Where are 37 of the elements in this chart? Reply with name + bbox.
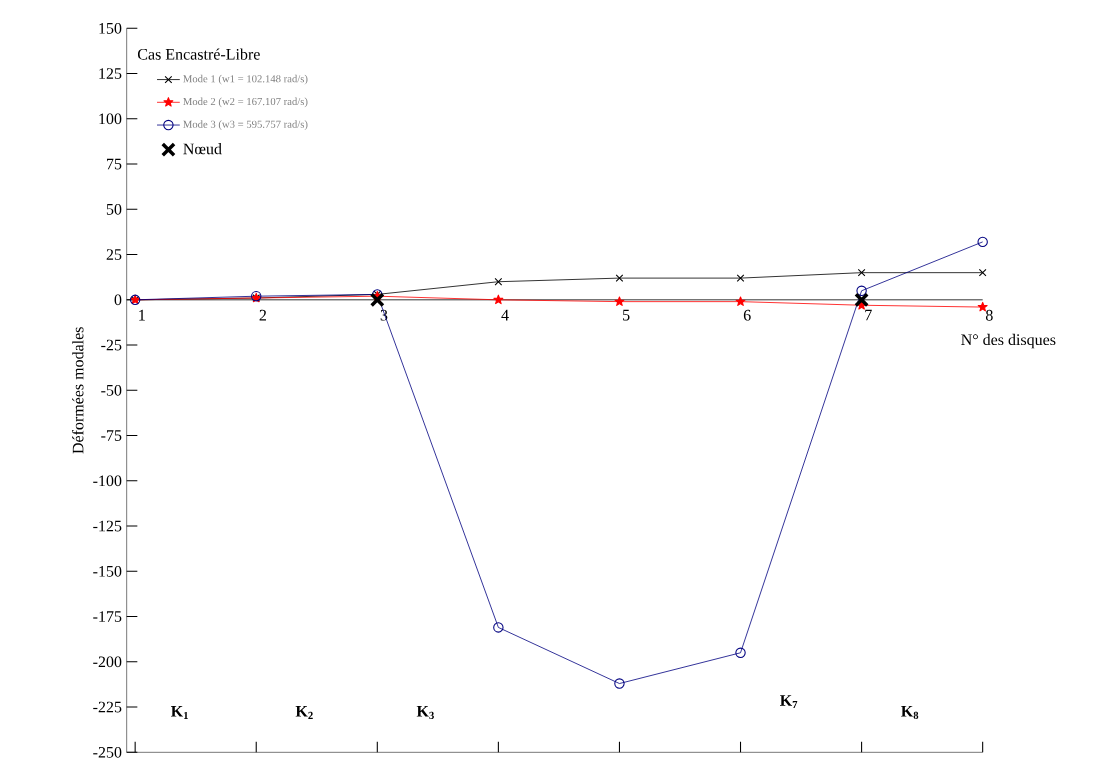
y-tick-label: -225 <box>93 701 122 713</box>
y-tick-label: -150 <box>93 565 122 577</box>
y-tick-label: 100 <box>99 113 122 125</box>
y-tick-label: 50 <box>106 203 122 215</box>
annotation: K$_{2}$ <box>295 706 313 719</box>
x-axis-title: N° des disques <box>961 333 1056 349</box>
annotation: K$_{1}$ <box>171 706 188 719</box>
annotation: K$_{3}$ <box>416 706 434 719</box>
x-tick-label: 8 <box>985 309 993 321</box>
y-tick-label: -25 <box>101 339 122 351</box>
legend-label: Mode 3 (w3 = 595.757 rad/s) <box>183 120 308 131</box>
x-tick-label: 4 <box>501 309 509 321</box>
annotation: K$_{7}$ <box>780 695 798 709</box>
y-tick-label: -50 <box>101 384 122 396</box>
x-tick-label: 5 <box>623 309 630 321</box>
y-tick-label: 125 <box>99 68 122 79</box>
x-tick-label: 1 <box>139 309 145 321</box>
y-tick-label: 75 <box>107 158 122 170</box>
legend-label: Mode 1 (w1 = 102.148 rad/s) <box>183 74 308 85</box>
legend-label: Nœud <box>183 143 222 155</box>
x-tick-label: 3 <box>380 309 388 321</box>
x-tick-label: 6 <box>743 309 751 321</box>
x-tick-label: 2 <box>259 309 266 321</box>
y-tick-label: -125 <box>93 520 122 532</box>
y-axis-title: Déformées modales <box>72 327 84 454</box>
legend-label: Mode 2 (w2 = 167.107 rad/s) <box>183 97 308 108</box>
y-tick-label: 25 <box>106 249 122 260</box>
y-tick-label: 0 <box>114 294 122 306</box>
y-tick-label: -100 <box>93 475 122 487</box>
y-tick-label: 150 <box>99 22 122 34</box>
annotation: K$_{8}$ <box>901 706 919 719</box>
x-tick-label: 7 <box>865 309 872 321</box>
y-tick-label: -200 <box>93 656 122 668</box>
legend-title: Cas Encastré-Libre <box>137 48 260 60</box>
y-tick-label: -175 <box>93 611 122 622</box>
y-tick-label: -250 <box>93 746 122 758</box>
y-tick-label: -75 <box>101 430 122 441</box>
